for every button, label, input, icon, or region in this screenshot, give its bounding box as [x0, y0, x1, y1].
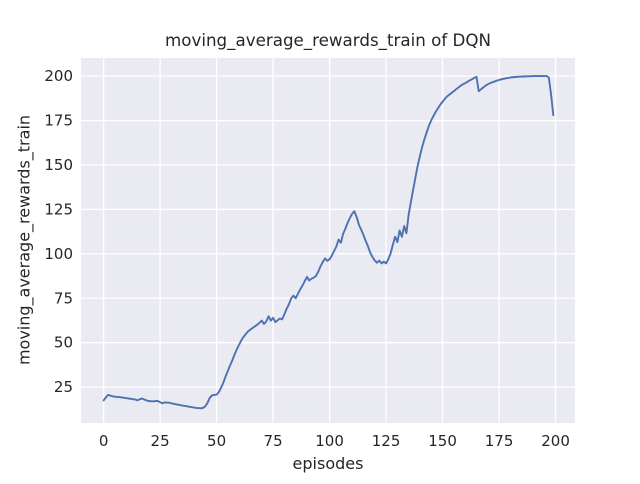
y-tick-label: 50 [54, 334, 73, 352]
x-tick-label: 125 [372, 432, 401, 450]
y-tick-label: 100 [44, 245, 73, 263]
series-line [102, 75, 555, 410]
chart-title: moving_average_rewards_train of DQN [165, 30, 491, 50]
x-tick-label: 175 [485, 432, 514, 450]
x-tick-label: 150 [428, 432, 457, 450]
x-tick-label: 100 [315, 432, 344, 450]
x-tick-label: 25 [151, 432, 170, 450]
x-axis-label: episodes [292, 454, 364, 473]
x-tick-label: 200 [541, 432, 570, 450]
y-tick-label: 25 [54, 378, 73, 396]
x-tick-label: 75 [264, 432, 283, 450]
x-tick-label: 50 [207, 432, 226, 450]
x-tick-label: 0 [99, 432, 109, 450]
y-tick-label: 125 [44, 200, 73, 218]
y-tick-label: 200 [44, 67, 73, 85]
y-tick-label: 150 [44, 156, 73, 174]
y-axis-label: moving_average_rewards_train [14, 114, 34, 366]
y-tick-label: 175 [44, 112, 73, 130]
axes-background [81, 58, 575, 423]
y-tick-label: 75 [54, 289, 73, 307]
